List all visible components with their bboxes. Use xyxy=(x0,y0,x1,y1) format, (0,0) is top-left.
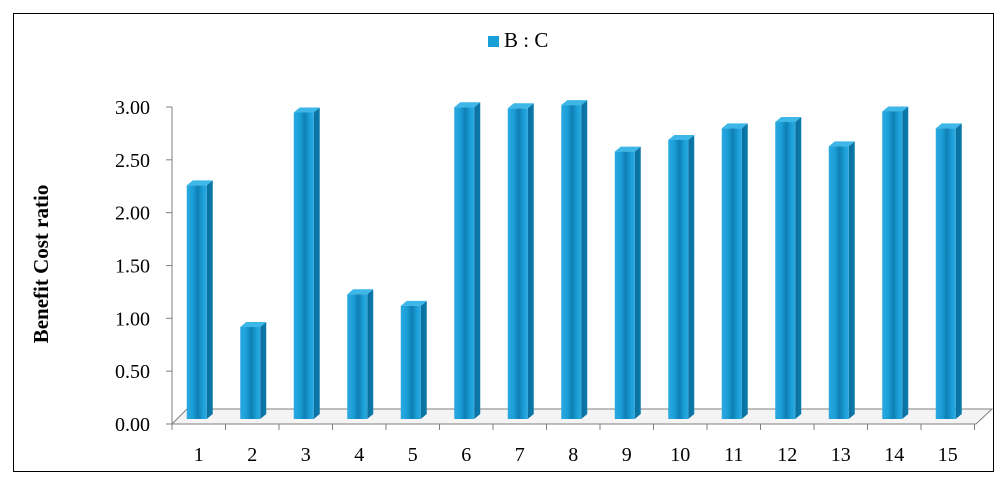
bar-top xyxy=(561,100,588,106)
bar-side xyxy=(474,102,481,419)
x-tick-label: 6 xyxy=(461,444,471,466)
bar-side xyxy=(688,134,695,419)
x-tick-label: 1 xyxy=(194,444,204,466)
bar xyxy=(240,322,267,419)
x-tick-label: 7 xyxy=(515,444,525,466)
bar xyxy=(347,289,374,419)
bar-series xyxy=(186,100,962,420)
bar xyxy=(507,103,534,420)
bar-front xyxy=(186,185,207,419)
y-tick-label: 0.50 xyxy=(115,361,150,383)
x-tick-label: 14 xyxy=(884,444,904,466)
bar-side xyxy=(527,103,534,420)
bar-side xyxy=(955,123,962,420)
x-tick-label: 3 xyxy=(301,444,311,466)
bar-top xyxy=(507,103,534,109)
bar-front xyxy=(882,111,903,419)
bar xyxy=(882,106,909,419)
x-tick-label: 8 xyxy=(568,444,578,466)
bar xyxy=(293,107,320,419)
bar-top xyxy=(293,107,320,113)
bar-front xyxy=(614,151,635,419)
bar-front xyxy=(507,108,528,420)
x-tick-label: 15 xyxy=(938,444,958,466)
bar xyxy=(454,102,481,419)
bar-front xyxy=(561,105,582,419)
bar-top xyxy=(240,322,267,328)
bar-top xyxy=(935,123,962,129)
bar-side xyxy=(206,180,213,419)
x-tick-label: 12 xyxy=(777,444,797,466)
y-axis: 0.00 0.50 1.00 1.50 2.00 2.50 3.00 xyxy=(115,97,975,436)
bar-side xyxy=(260,322,267,419)
y-tick-label: 3.00 xyxy=(115,97,150,119)
bar-side xyxy=(634,146,641,419)
legend-label: B : C xyxy=(504,28,548,52)
x-axis-labels: 1 2 3 4 5 6 7 8 9 10 11 12 13 14 15 xyxy=(194,444,958,466)
bar xyxy=(668,134,695,419)
bar-top xyxy=(882,106,909,112)
x-tick-label: 9 xyxy=(622,444,632,466)
bar xyxy=(561,100,588,419)
bar-front xyxy=(240,327,261,419)
y-tick-label: 2.50 xyxy=(115,150,150,172)
bar-side xyxy=(795,117,802,420)
bar-top xyxy=(828,141,855,147)
bar-front xyxy=(668,139,689,419)
bar xyxy=(186,180,213,419)
x-tick-label: 11 xyxy=(724,444,743,466)
bar-top xyxy=(400,300,427,306)
legend: B : C xyxy=(488,28,548,52)
bar-top xyxy=(775,117,802,123)
bar-top xyxy=(347,289,374,295)
bar-front xyxy=(454,107,475,419)
bar-top xyxy=(186,180,213,186)
y-tick-label: 0.00 xyxy=(115,414,150,436)
bar xyxy=(400,300,427,419)
bar-front xyxy=(721,128,742,420)
bar-front xyxy=(828,146,849,419)
bar xyxy=(614,146,641,419)
bar-front xyxy=(347,294,368,419)
bar xyxy=(721,123,748,420)
bar xyxy=(935,123,962,420)
y-tick-label: 2.00 xyxy=(115,203,150,225)
bar-side xyxy=(420,300,427,419)
bar-side xyxy=(848,141,855,419)
bar-front xyxy=(935,128,956,420)
x-tick-label: 5 xyxy=(408,444,418,466)
bar-top xyxy=(614,146,641,152)
x-tick-label: 13 xyxy=(831,444,851,466)
x-tick-label: 2 xyxy=(247,444,257,466)
y-axis-title: Benefit Cost ratio xyxy=(29,185,53,344)
x-tick-label: 4 xyxy=(354,444,364,466)
bar-front xyxy=(293,112,314,419)
y-tick-label: 1.50 xyxy=(115,256,150,278)
bar xyxy=(828,141,855,419)
bar-side xyxy=(902,106,909,419)
bar-side xyxy=(581,100,588,419)
bar-front xyxy=(400,305,421,419)
bar-side xyxy=(313,107,320,419)
bar xyxy=(775,117,802,420)
bar-side xyxy=(367,289,374,419)
bar-side xyxy=(741,123,748,420)
bar-top xyxy=(721,123,748,129)
legend-swatch xyxy=(488,36,499,47)
bar-top xyxy=(668,134,695,140)
y-tick-label: 1.00 xyxy=(115,308,150,330)
bar-top xyxy=(454,102,481,108)
bar-front xyxy=(775,122,796,420)
x-tick-label: 10 xyxy=(670,444,690,466)
